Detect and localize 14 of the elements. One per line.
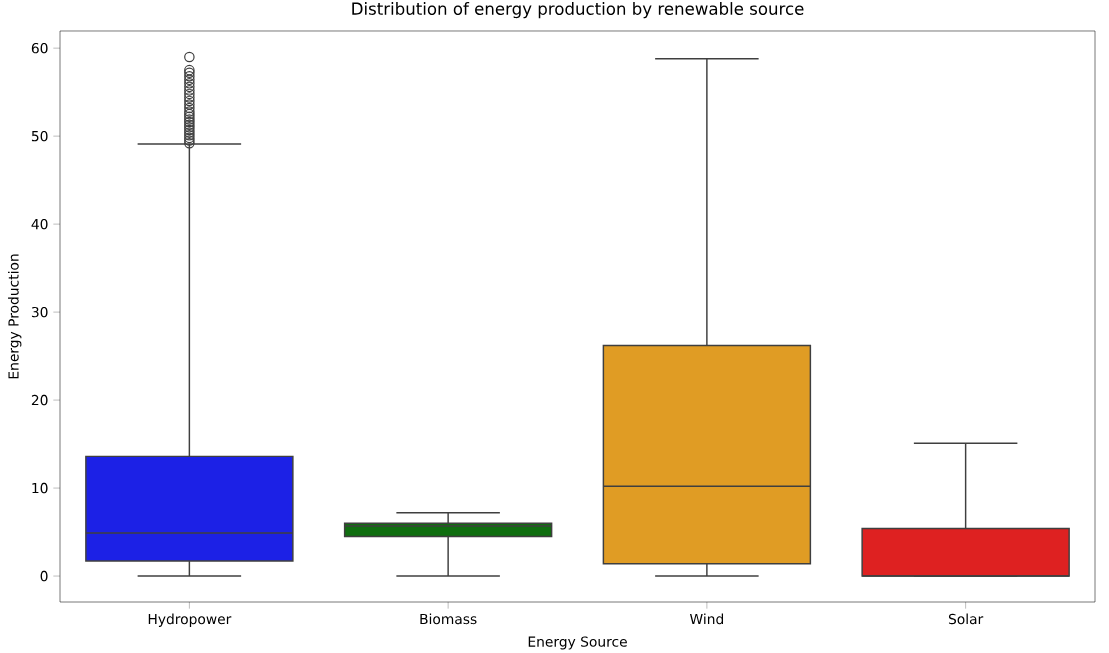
y-tick-label: 0	[40, 570, 48, 582]
x-axis-title: Energy Source	[528, 636, 627, 650]
y-tick-label: 30	[31, 306, 48, 318]
x-tick-label: Wind	[689, 613, 724, 625]
x-tick-label: Solar	[948, 613, 984, 625]
chart-title: Distribution of energy production by renewable source	[352, 2, 804, 19]
y-tick-label: 50	[31, 130, 48, 142]
y-tick-label: 60	[31, 42, 48, 54]
y-axis-title: Energy Production	[8, 254, 22, 379]
y-tick-label: 40	[31, 218, 48, 230]
x-tick-label: Biomass	[420, 613, 477, 625]
y-tick-label: 10	[32, 482, 48, 494]
x-tick-label: Hydropower	[148, 613, 232, 627]
y-tick-label: 20	[31, 394, 48, 406]
